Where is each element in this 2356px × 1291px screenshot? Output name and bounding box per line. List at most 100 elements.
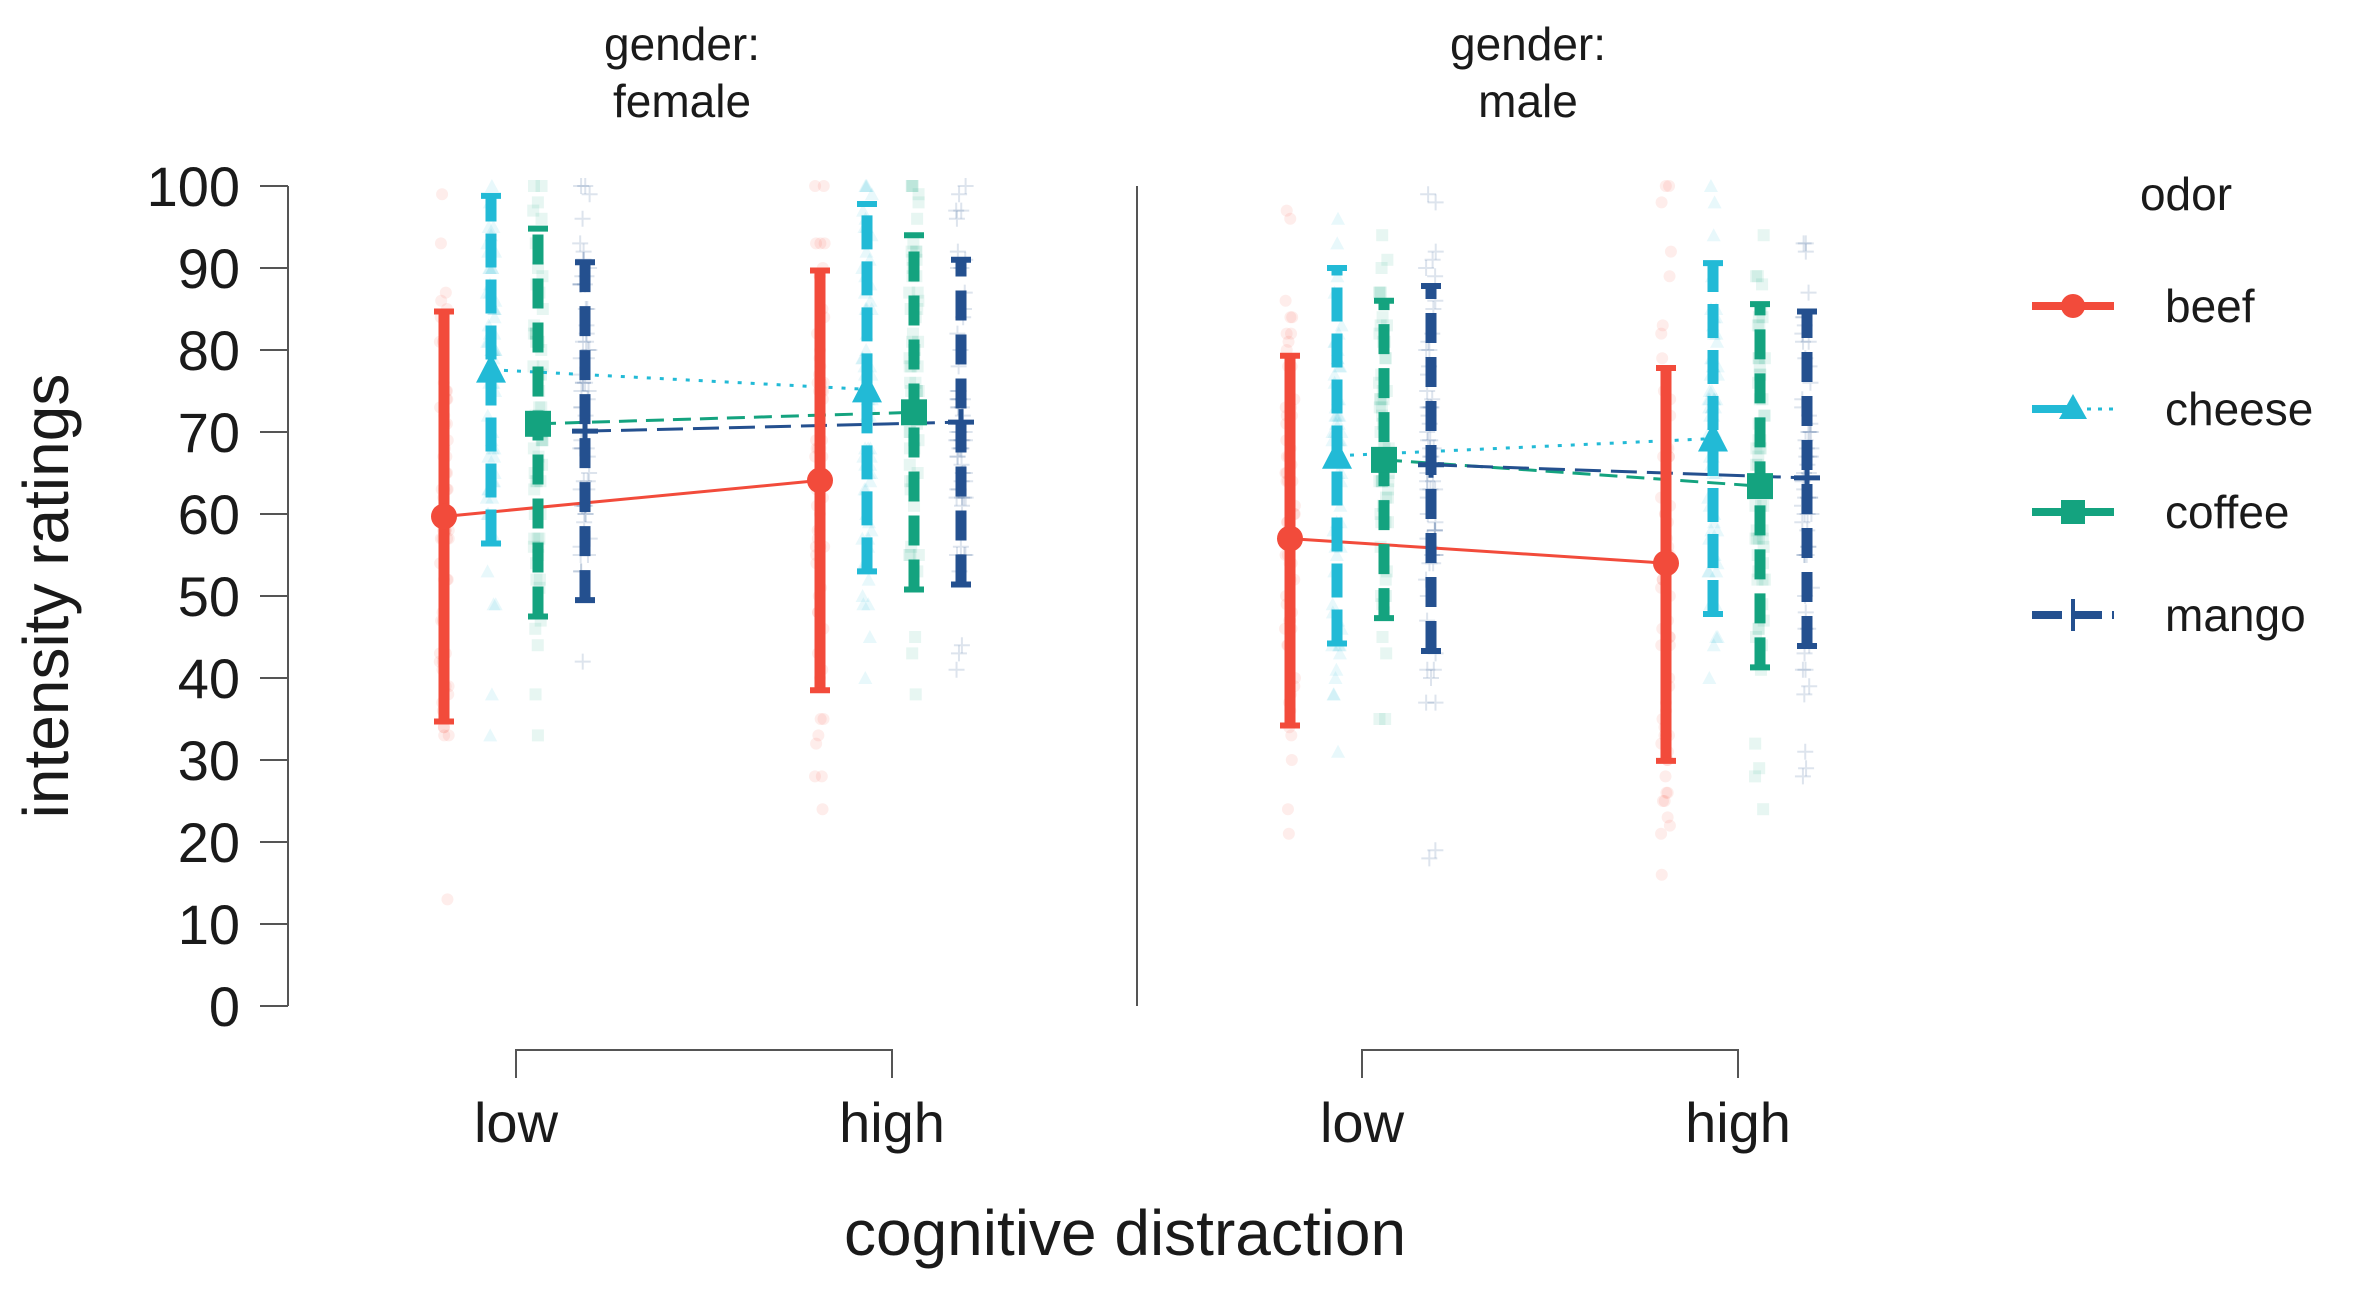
raw-point — [1285, 729, 1298, 742]
mean-marker-coffee — [525, 410, 551, 437]
raw-point — [856, 203, 871, 217]
legend-label-coffee: coffee — [2165, 486, 2289, 538]
raw-point — [858, 179, 873, 192]
raw-point — [1286, 311, 1299, 324]
raw-point — [573, 178, 590, 194]
mean-marker-beef — [807, 467, 833, 494]
raw-point — [480, 564, 495, 578]
raw-point — [1701, 564, 1716, 578]
raw-point — [1710, 630, 1725, 643]
y-tick-label: 70 — [178, 401, 240, 464]
raw-point — [1332, 408, 1347, 422]
raw-point — [1710, 334, 1725, 348]
raw-point — [1800, 284, 1817, 301]
raw-point — [1330, 236, 1345, 250]
raw-point — [1379, 713, 1392, 725]
raw-point — [1752, 622, 1765, 635]
raw-point — [862, 630, 877, 643]
x-axis-bracket — [1361, 1049, 1739, 1078]
raw-point — [1421, 850, 1438, 867]
raw-point — [1424, 251, 1441, 268]
raw-point — [1659, 180, 1672, 192]
raw-point — [1752, 532, 1765, 545]
raw-point — [527, 442, 540, 455]
raw-point — [859, 179, 874, 192]
raw-point — [1801, 678, 1818, 695]
raw-point — [531, 729, 544, 742]
raw-point — [1379, 352, 1392, 365]
raw-point — [1282, 827, 1295, 840]
raw-point — [863, 474, 878, 488]
raw-point — [817, 713, 830, 725]
raw-point — [856, 597, 871, 611]
facet-title-line1: gender: — [1450, 18, 1606, 70]
raw-point — [906, 647, 919, 660]
raw-point — [1749, 532, 1762, 545]
raw-point — [1331, 211, 1346, 225]
mean-marker-beef — [431, 503, 457, 530]
raw-point — [814, 713, 827, 725]
raw-point — [1753, 360, 1766, 373]
raw-point — [581, 186, 598, 203]
raw-point — [1425, 661, 1442, 678]
raw-point — [1376, 631, 1389, 643]
y-tick-label: 20 — [178, 811, 240, 874]
raw-point — [1703, 179, 1718, 192]
raw-point — [905, 180, 918, 192]
y-tick-label: 100 — [147, 155, 240, 218]
raw-point — [1376, 229, 1389, 242]
raw-point — [1329, 662, 1344, 676]
raw-point — [577, 178, 594, 194]
raw-point — [1801, 424, 1818, 440]
raw-point — [1709, 630, 1724, 643]
raw-point — [1329, 548, 1344, 561]
raw-point — [533, 401, 546, 414]
raw-point — [1797, 661, 1814, 678]
raw-point — [1660, 786, 1673, 799]
raw-point — [1752, 450, 1765, 463]
raw-point — [531, 532, 544, 545]
raw-point — [1329, 408, 1344, 422]
raw-point — [1753, 762, 1766, 775]
x-axis-title: cognitive distraction — [844, 1197, 1406, 1269]
raw-point — [859, 179, 874, 192]
raw-point — [1375, 262, 1388, 274]
raw-point — [1326, 687, 1341, 701]
raw-point — [1380, 647, 1393, 660]
raw-point — [948, 210, 965, 227]
raw-point — [1373, 713, 1386, 725]
raw-point — [1709, 564, 1724, 578]
raw-point — [818, 237, 831, 250]
mean-marker-cheese — [852, 373, 882, 403]
raw-point — [575, 243, 592, 260]
mean-lines-layer — [443, 368, 1808, 565]
y-tick-label: 10 — [178, 893, 240, 956]
raw-point — [909, 688, 922, 701]
raw-point — [1427, 842, 1444, 859]
raw-point — [859, 343, 874, 356]
raw-point — [1656, 795, 1669, 807]
x-tick-label: high — [839, 1091, 945, 1154]
raw-point — [1794, 661, 1811, 678]
raw-point — [529, 622, 542, 635]
raw-point — [908, 499, 921, 512]
raw-point — [1282, 335, 1295, 348]
raw-point — [1421, 342, 1438, 358]
raw-point — [1655, 868, 1668, 881]
raw-point — [528, 483, 541, 496]
raw-point — [1655, 196, 1668, 209]
raw-point — [903, 549, 916, 561]
raw-point — [1284, 311, 1297, 324]
raw-point — [906, 180, 919, 192]
legend-label-cheese: cheese — [2165, 383, 2313, 435]
axes-layer — [260, 185, 1739, 1078]
raw-point — [948, 202, 965, 219]
raw-point — [1803, 424, 1820, 440]
raw-point — [572, 235, 589, 252]
raw-point — [1427, 194, 1444, 211]
y-tick-label: 0 — [209, 975, 240, 1038]
raw-point — [528, 180, 541, 192]
raw-point — [1749, 770, 1762, 783]
